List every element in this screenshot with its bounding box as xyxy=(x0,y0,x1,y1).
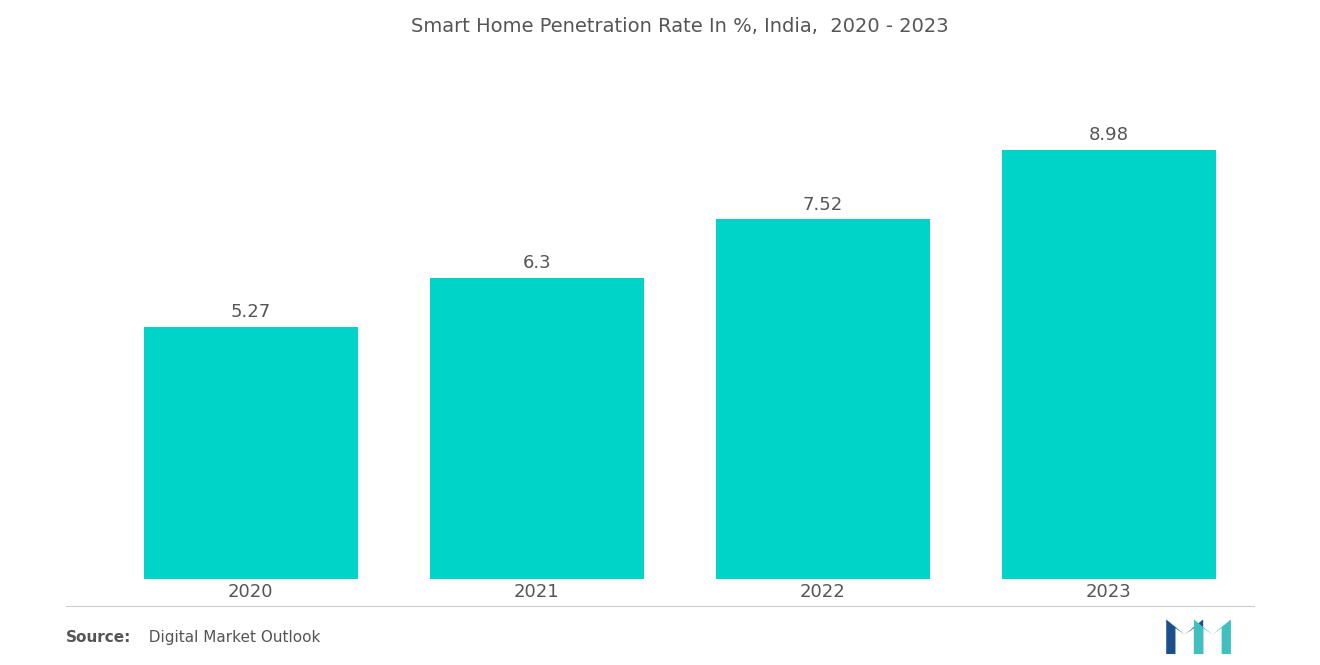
Bar xyxy=(144,327,358,579)
Text: 8.98: 8.98 xyxy=(1089,126,1129,144)
Text: Source:: Source: xyxy=(66,630,132,645)
Title: Smart Home Penetration Rate In %, India,  2020 - 2023: Smart Home Penetration Rate In %, India,… xyxy=(411,17,949,37)
Bar xyxy=(429,278,644,579)
Text: 6.3: 6.3 xyxy=(523,254,552,272)
Text: Digital Market Outlook: Digital Market Outlook xyxy=(139,630,319,645)
Bar xyxy=(1002,150,1216,579)
Text: 7.52: 7.52 xyxy=(803,196,843,213)
Text: 5.27: 5.27 xyxy=(231,303,271,321)
Bar xyxy=(715,219,931,579)
